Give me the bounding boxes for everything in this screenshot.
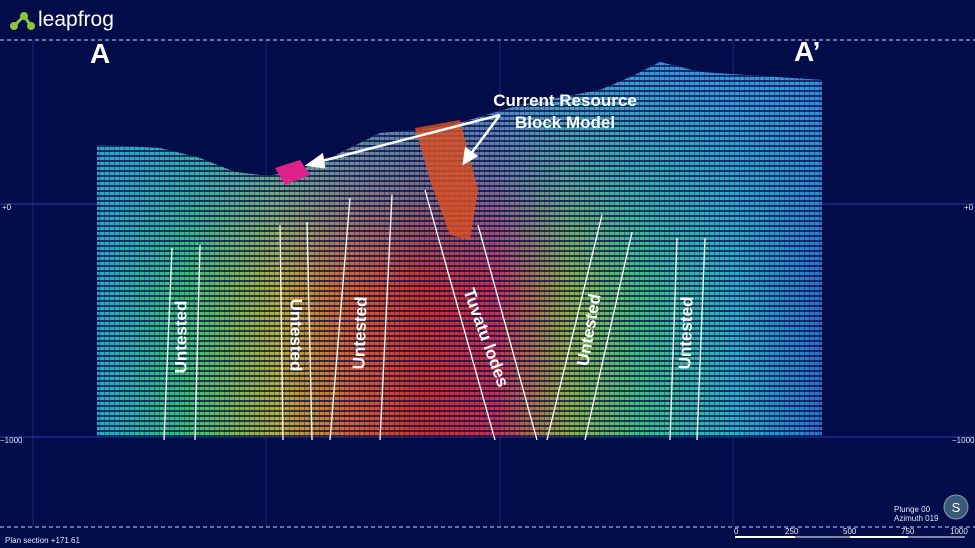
status: Plan section +171.61 [5, 536, 80, 545]
elevation-label: +0 [2, 203, 12, 212]
zone-label: Untested [171, 301, 190, 374]
callout-arrows [304, 113, 501, 169]
elevation-label: −1000 [952, 436, 975, 445]
callout-text: Block Model [515, 113, 615, 132]
logo-text: leapfrog [38, 8, 114, 31]
scale-label: 500 [843, 527, 857, 536]
elevation-label: +0 [964, 203, 974, 212]
zone-label: Untested [349, 296, 371, 369]
scale-label: 1000 [950, 527, 968, 536]
fault-lines [163, 189, 706, 441]
section-start: A [90, 38, 110, 69]
plunge: Plunge 00 [894, 505, 931, 514]
compass-label: S [952, 500, 961, 515]
compass[interactable] [943, 494, 969, 520]
scale-label: 0 [734, 527, 739, 536]
section-end: A’ [794, 36, 820, 67]
scale-label: 250 [785, 527, 799, 536]
zone-label: Untested [675, 296, 697, 369]
elevation-label: −1000 [0, 436, 23, 445]
scale-label: 750 [901, 527, 915, 536]
zone-label: Untested [287, 299, 306, 372]
callout-text: Current Resource [493, 91, 637, 110]
logo: leapfrog [10, 8, 114, 31]
scale-bar: 0 250 500 750 1000 [734, 527, 968, 538]
section-model [97, 62, 822, 437]
azimuth: Azimuth 019 [894, 514, 939, 523]
